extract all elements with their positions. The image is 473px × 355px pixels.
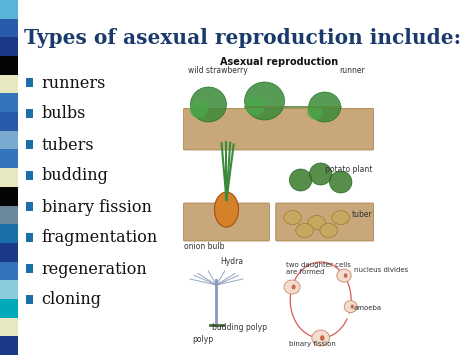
Ellipse shape — [284, 280, 300, 294]
Bar — [26, 263, 33, 273]
Ellipse shape — [309, 163, 332, 185]
Bar — [26, 295, 33, 304]
Text: wild strawberry: wild strawberry — [188, 66, 248, 75]
Text: potato plant: potato plant — [325, 165, 373, 174]
Text: Types of asexual reproduction include:: Types of asexual reproduction include: — [24, 28, 461, 48]
Ellipse shape — [320, 223, 338, 237]
Ellipse shape — [337, 269, 351, 282]
Ellipse shape — [308, 215, 325, 229]
Text: Asexual reproduction: Asexual reproduction — [219, 57, 338, 67]
Bar — [0, 206, 18, 224]
Text: nucleus divides: nucleus divides — [353, 267, 408, 273]
Text: onion bulb: onion bulb — [184, 242, 225, 251]
Ellipse shape — [320, 335, 324, 341]
Bar — [0, 149, 18, 168]
Bar — [0, 19, 18, 37]
Ellipse shape — [191, 87, 227, 122]
Ellipse shape — [309, 92, 341, 122]
Bar — [26, 170, 33, 180]
Bar — [0, 299, 18, 318]
Ellipse shape — [307, 104, 323, 120]
FancyBboxPatch shape — [184, 108, 374, 150]
Text: budding polyp: budding polyp — [212, 323, 267, 332]
Ellipse shape — [284, 211, 301, 225]
Bar — [0, 168, 18, 187]
Text: binary fission: binary fission — [289, 341, 336, 347]
Bar — [0, 131, 18, 149]
Text: budding: budding — [42, 168, 109, 185]
Text: runner: runner — [339, 66, 365, 75]
Ellipse shape — [332, 211, 350, 225]
Text: runners: runners — [42, 75, 106, 92]
Bar — [0, 243, 18, 262]
Bar — [0, 56, 18, 75]
Bar — [0, 224, 18, 243]
FancyBboxPatch shape — [276, 203, 374, 241]
Text: two daughter cells
are formed: two daughter cells are formed — [286, 262, 351, 275]
Text: regeneration: regeneration — [42, 261, 148, 278]
Text: tubers: tubers — [42, 137, 94, 153]
Text: cloning: cloning — [42, 291, 102, 308]
Bar — [0, 75, 18, 93]
Bar — [0, 93, 18, 112]
Bar — [26, 109, 33, 118]
Ellipse shape — [190, 101, 208, 118]
Ellipse shape — [296, 223, 314, 237]
FancyBboxPatch shape — [184, 203, 269, 241]
Bar — [26, 140, 33, 148]
Ellipse shape — [214, 192, 238, 227]
Text: bulbs: bulbs — [42, 105, 86, 122]
Ellipse shape — [245, 82, 285, 120]
Bar — [0, 318, 18, 336]
Bar — [0, 0, 18, 19]
Text: tuber: tuber — [352, 209, 373, 219]
Ellipse shape — [350, 305, 354, 309]
Ellipse shape — [292, 285, 296, 289]
Bar — [26, 202, 33, 211]
Ellipse shape — [330, 171, 352, 193]
Bar — [26, 77, 33, 87]
Ellipse shape — [289, 169, 312, 191]
Text: amoeba: amoeba — [353, 305, 382, 311]
Text: polyp: polyp — [193, 335, 213, 344]
Text: fragmentation: fragmentation — [42, 229, 158, 246]
Text: binary fission: binary fission — [42, 198, 151, 215]
Bar — [0, 187, 18, 206]
Ellipse shape — [344, 273, 348, 278]
Bar — [0, 280, 18, 299]
Ellipse shape — [245, 97, 265, 115]
Bar — [0, 112, 18, 131]
Bar — [0, 336, 18, 355]
Bar — [0, 262, 18, 280]
Ellipse shape — [344, 301, 357, 313]
Text: Hydra: Hydra — [220, 257, 244, 266]
Bar — [26, 233, 33, 241]
Bar — [0, 37, 18, 56]
Ellipse shape — [312, 330, 330, 346]
